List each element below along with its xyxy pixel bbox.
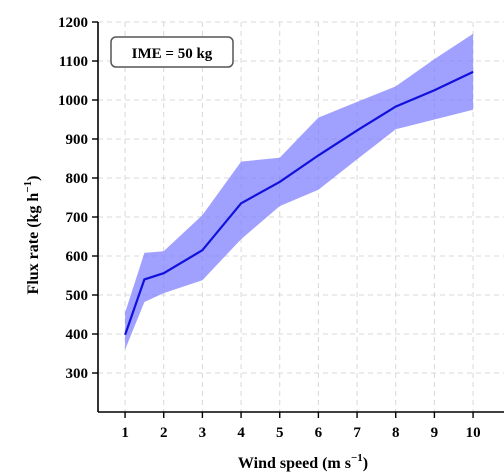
uncertainty-band	[125, 33, 474, 350]
y-tick-label: 700	[66, 210, 89, 226]
x-tick-label: 1	[121, 425, 129, 441]
x-tick-label: 3	[199, 425, 207, 441]
y-axis-label: Flux rate (kg h−1)	[22, 176, 42, 295]
x-tick-label: 9	[431, 425, 439, 441]
x-tick-label: 10	[466, 425, 481, 441]
y-tick-label: 600	[66, 249, 89, 265]
y-tick-label: 1100	[59, 54, 88, 70]
annotation-border	[110, 36, 234, 68]
x-tick-label: 8	[392, 425, 400, 441]
y-tick-label: 300	[66, 366, 89, 382]
x-tick-label: 5	[276, 425, 284, 441]
tick-layer: 1 2 3 4 5 6 7 8 9 10 300 400 500 600 700 800 900 1000 1100…	[58, 15, 481, 441]
y-tick-label: 900	[66, 132, 89, 148]
mean-line	[124, 70, 474, 336]
x-tick-label: 4	[237, 425, 245, 441]
y-tick-label: 400	[66, 327, 89, 343]
x-axis-label: Wind speed (m s−1)	[238, 452, 368, 472]
annotation-text: IME = 50 kg	[132, 46, 213, 62]
y-tick-label: 500	[66, 288, 89, 304]
annotation-box: IME = 50 kg	[110, 36, 234, 68]
x-tick-label: 6	[315, 425, 323, 441]
x-tick-label: 2	[160, 425, 168, 441]
x-tick-label: 7	[353, 425, 361, 441]
y-tick-label: 1200	[58, 15, 88, 31]
y-tick-label: 800	[66, 171, 89, 187]
y-tick-label: 1000	[58, 93, 88, 109]
